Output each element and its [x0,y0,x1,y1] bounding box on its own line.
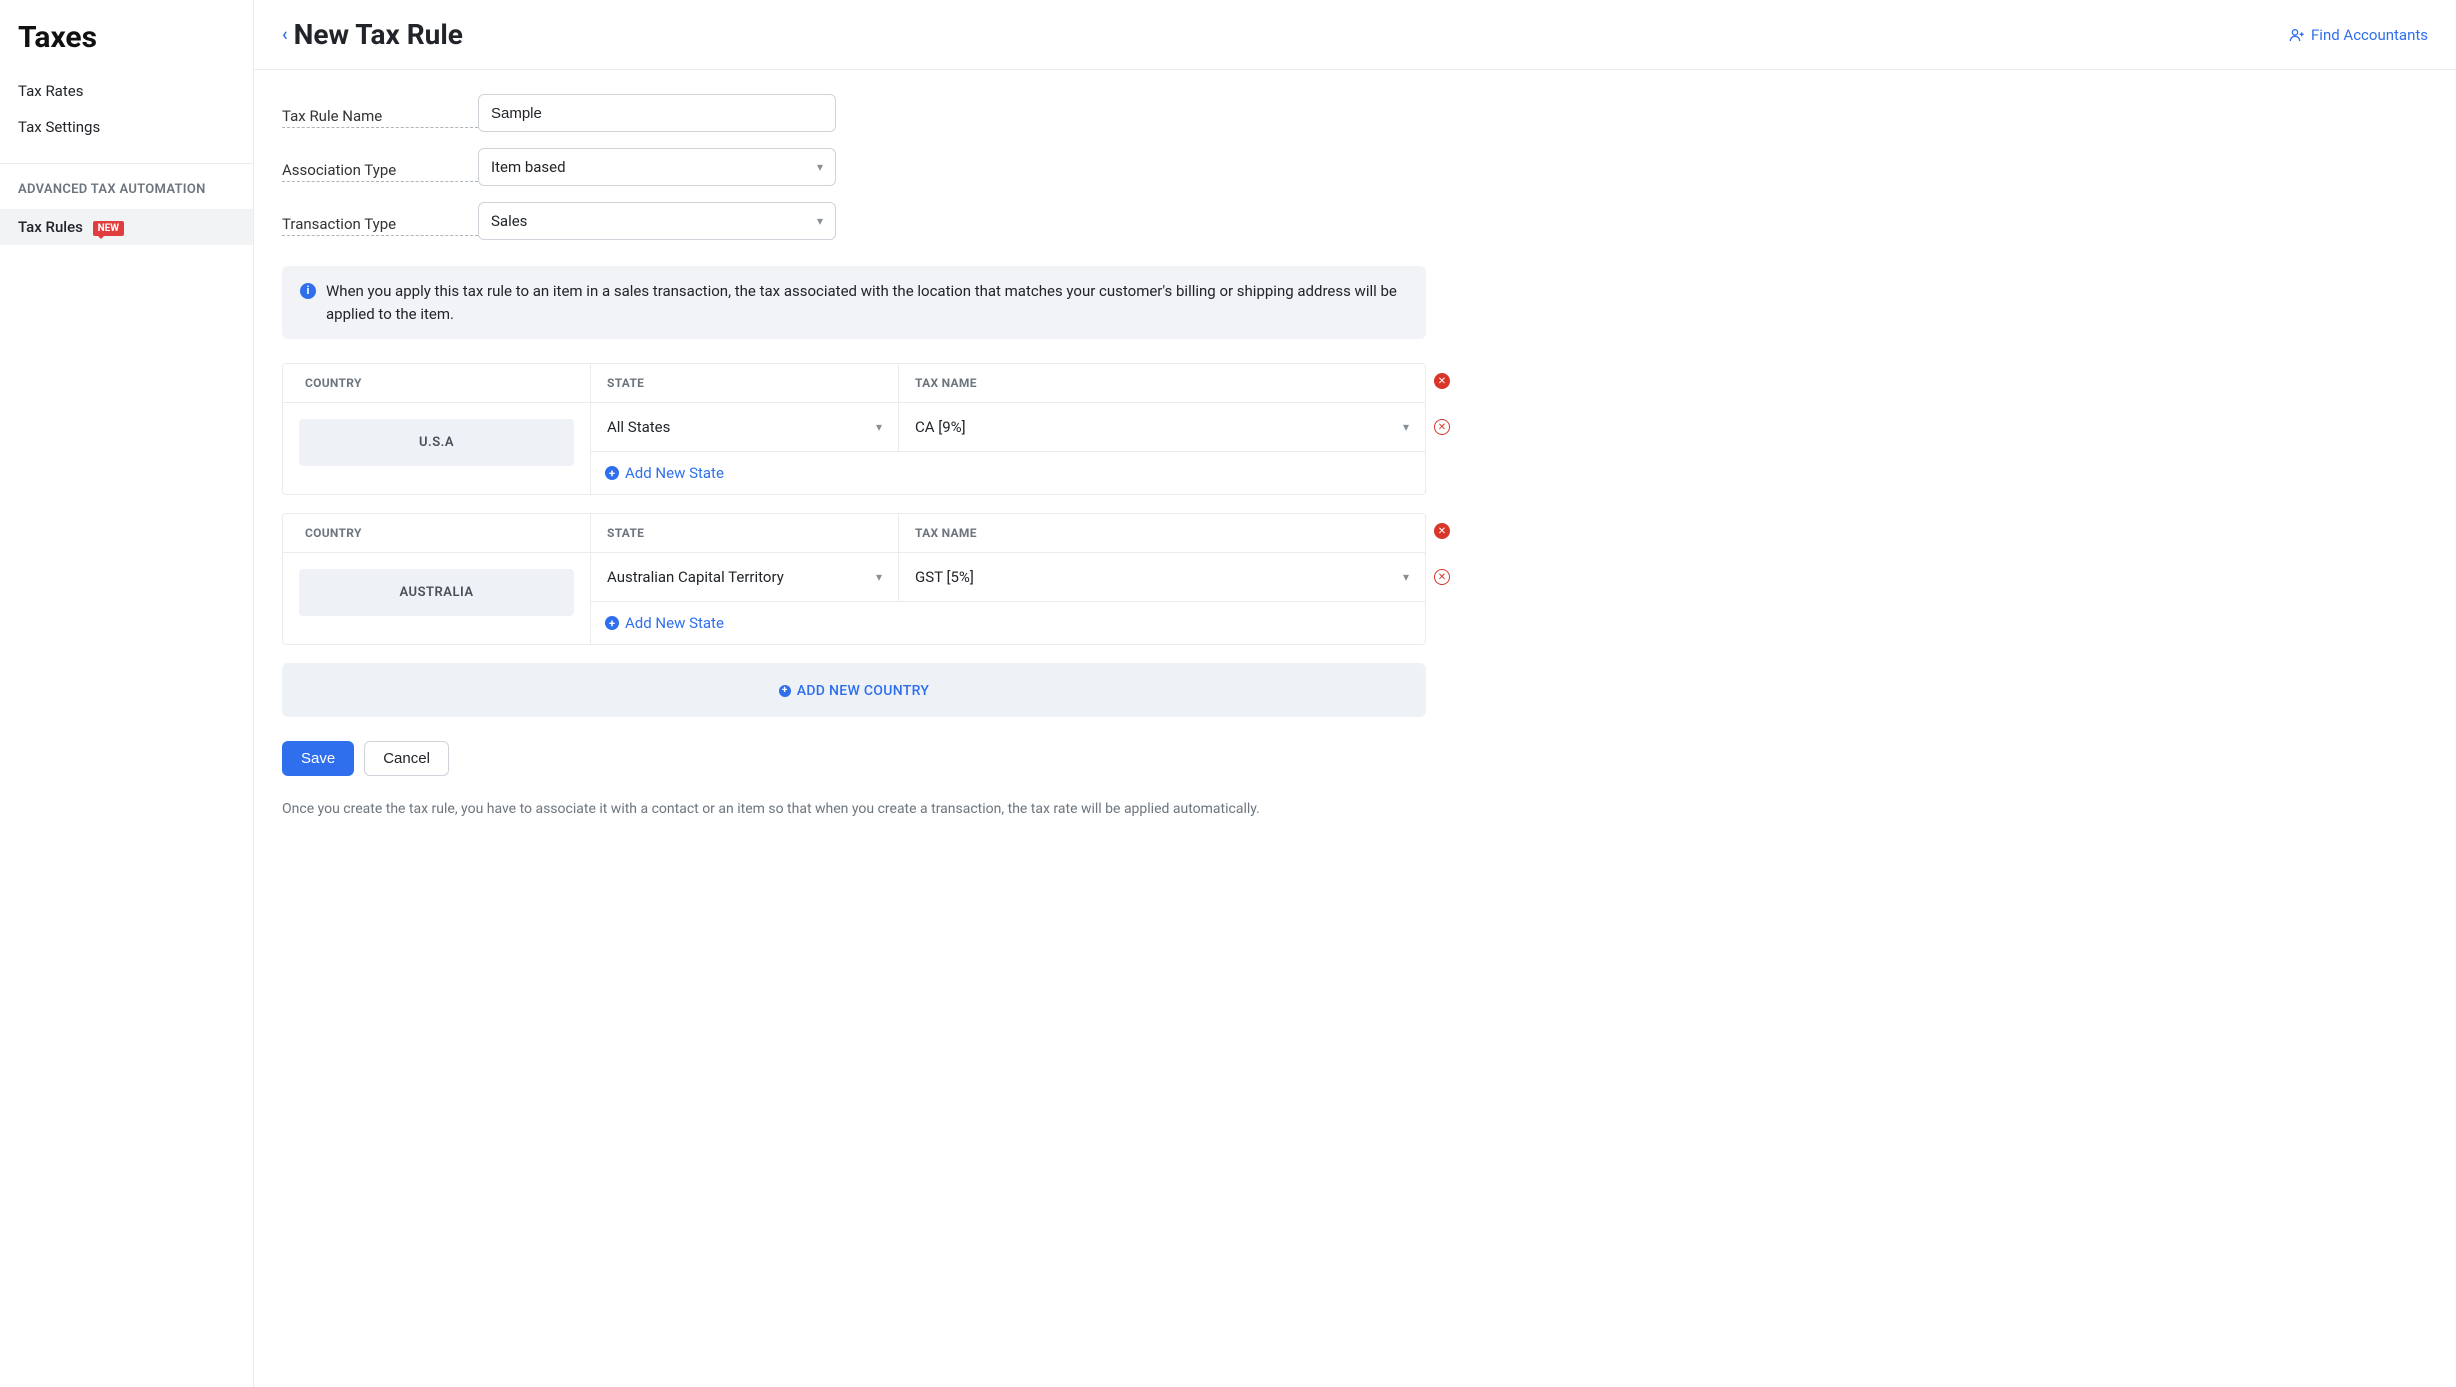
cancel-button[interactable]: Cancel [364,741,449,776]
chevron-down-icon: ▾ [1403,420,1409,434]
column-header-tax: TAX NAME [899,514,1425,552]
plus-icon: + [605,616,619,630]
association-type-value: Item based [491,158,566,176]
add-state-label: Add New State [625,614,724,632]
chevron-down-icon: ▾ [876,420,882,434]
sidebar-divider [0,163,253,164]
state-select[interactable]: All States ▾ [601,409,888,445]
tax-value: GST [5%] [915,568,974,586]
tax-rule-name-input[interactable] [478,94,836,132]
tax-select[interactable]: CA [9%] ▾ [909,409,1415,445]
sidebar-item-label: Tax Rules [18,218,83,236]
country-value[interactable]: AUSTRALIA [299,569,574,616]
add-state-link[interactable]: + Add New State [605,614,724,632]
country-block-usa: ✕ ✕ COUNTRY STATE TAX NAME U.S.A [282,363,1426,495]
add-country-bar: + ADD NEW COUNTRY [282,663,1426,717]
save-button[interactable]: Save [282,741,354,776]
footer-note: Once you create the tax rule, you have t… [282,798,1426,820]
add-country-link[interactable]: + ADD NEW COUNTRY [779,683,929,699]
column-header-state: STATE [591,364,899,402]
state-select[interactable]: Australian Capital Territory ▾ [601,559,888,595]
transaction-type-select[interactable]: Sales ▾ [478,202,836,240]
topbar: ‹ New Tax Rule Find Accountants [254,0,2456,70]
info-icon: i [300,283,316,299]
column-header-country: COUNTRY [283,514,591,552]
association-type-select[interactable]: Item based ▾ [478,148,836,186]
chevron-down-icon: ▾ [1403,570,1409,584]
info-text: When you apply this tax rule to an item … [326,280,1408,325]
remove-country-button[interactable]: ✕ [1434,373,1450,389]
tax-select[interactable]: GST [5%] ▾ [909,559,1415,595]
state-value: All States [607,418,670,436]
find-accountants-label: Find Accountants [2311,26,2428,44]
sidebar-item-tax-rules[interactable]: Tax Rules NEW [0,209,253,245]
country-block-australia: ✕ ✕ COUNTRY STATE TAX NAME AUSTRALIA [282,513,1426,645]
chevron-down-icon: ▾ [817,160,823,174]
plus-icon: + [605,466,619,480]
remove-row-button[interactable]: ✕ [1434,419,1450,435]
sidebar-item-tax-settings[interactable]: Tax Settings [0,109,253,145]
association-type-label: Association Type [282,161,478,182]
topbar-left: ‹ New Tax Rule [282,18,463,51]
add-state-link[interactable]: + Add New State [605,464,724,482]
form-row-name: Tax Rule Name [282,94,1426,132]
column-header-country: COUNTRY [283,364,591,402]
sidebar-title: Taxes [0,20,253,73]
country-value[interactable]: U.S.A [299,419,574,466]
add-state-label: Add New State [625,464,724,482]
new-badge: NEW [93,221,124,236]
find-accountants-link[interactable]: Find Accountants [2289,26,2428,44]
add-country-label: ADD NEW COUNTRY [797,683,929,699]
person-icon [2289,27,2305,43]
sidebar: Taxes Tax Rates Tax Settings ADVANCED TA… [0,0,254,1387]
tax-rule-name-label: Tax Rule Name [282,107,478,128]
chevron-down-icon: ▾ [876,570,882,584]
sidebar-item-tax-rates[interactable]: Tax Rates [0,73,253,109]
page-title: New Tax Rule [294,18,463,51]
sidebar-section-advanced: ADVANCED TAX AUTOMATION [0,182,253,209]
content: Tax Rule Name Association Type Item base… [254,70,1454,860]
state-value: Australian Capital Territory [607,568,784,586]
form-row-assoc: Association Type Item based ▾ [282,148,1426,186]
column-header-state: STATE [591,514,899,552]
main: ‹ New Tax Rule Find Accountants Tax Rule… [254,0,2456,1387]
back-button[interactable]: ‹ [282,24,288,45]
remove-row-button[interactable]: ✕ [1434,569,1450,585]
form-row-trans: Transaction Type Sales ▾ [282,202,1426,240]
transaction-type-value: Sales [491,212,527,230]
remove-country-button[interactable]: ✕ [1434,523,1450,539]
transaction-type-label: Transaction Type [282,215,478,236]
tax-value: CA [9%] [915,418,966,436]
chevron-down-icon: ▾ [817,214,823,228]
plus-icon: + [779,685,791,697]
info-banner: i When you apply this tax rule to an ite… [282,266,1426,339]
column-header-tax: TAX NAME [899,364,1425,402]
